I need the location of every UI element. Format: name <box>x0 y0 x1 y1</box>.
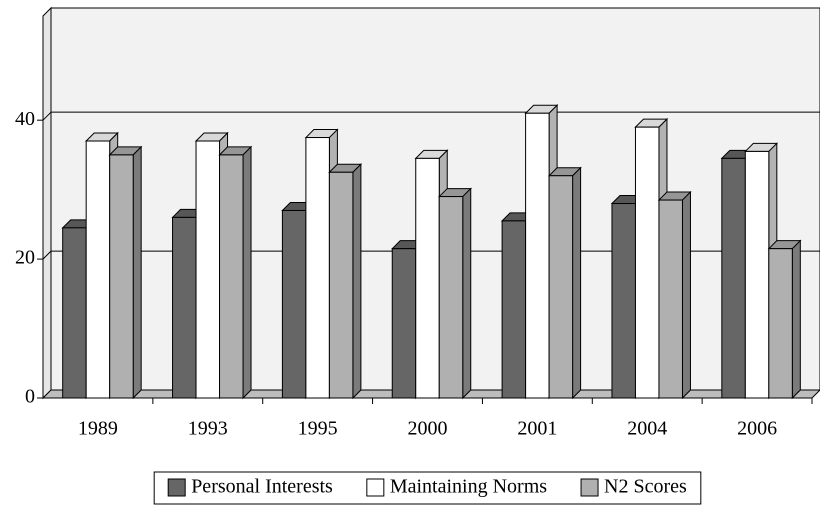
grid-line-side <box>42 111 52 121</box>
bar <box>62 227 87 399</box>
bar <box>501 220 527 399</box>
bar <box>525 112 550 399</box>
bar-side <box>462 187 472 400</box>
x-tick-label: 1993 <box>188 418 228 440</box>
bar <box>415 157 440 399</box>
bar-group <box>328 163 363 400</box>
bar <box>281 209 307 399</box>
legend: Personal Interests Maintaining Norms N2 Sc… <box>153 471 702 505</box>
bar-side <box>791 239 801 400</box>
bar <box>658 199 683 399</box>
legend-label: N2 Scores <box>604 476 687 498</box>
bar-group <box>767 239 802 400</box>
bar-side <box>132 145 142 400</box>
legend-label: Maintaining Norms <box>390 476 547 498</box>
bar-group <box>547 166 582 400</box>
bar <box>721 157 746 399</box>
bar-side <box>352 163 362 400</box>
y-tick-label: 40 <box>15 108 35 130</box>
bar <box>744 150 770 399</box>
legend-swatch <box>167 478 186 497</box>
bar <box>109 154 134 399</box>
bar <box>172 216 197 399</box>
bar <box>305 137 330 399</box>
legend-label: Personal Interests <box>191 476 333 498</box>
x-tick-label: 2000 <box>408 418 448 440</box>
grid-line-side <box>42 250 52 260</box>
y-tick-label: 0 <box>25 386 35 408</box>
bar-group <box>657 190 692 400</box>
bar <box>85 140 111 399</box>
bar <box>391 248 417 399</box>
x-tick-label: 2001 <box>517 418 557 440</box>
bar-side <box>572 166 582 400</box>
bar <box>634 126 660 399</box>
bar-group <box>218 145 253 400</box>
x-tick-label: 1995 <box>298 418 338 440</box>
bar-side <box>681 190 691 400</box>
x-tick-label: 2004 <box>627 418 667 440</box>
bar <box>548 175 574 399</box>
bar-group <box>108 145 143 400</box>
legend-swatch <box>580 478 599 497</box>
bar <box>611 203 636 399</box>
bar-group <box>438 187 472 400</box>
y-tick-label: 20 <box>15 247 35 269</box>
legend-box <box>153 471 702 505</box>
bar <box>328 171 354 399</box>
x-tick-label: 2006 <box>737 418 777 440</box>
x-tick-label: 1989 <box>78 418 118 440</box>
side-wall <box>42 6 52 400</box>
bar <box>219 154 244 399</box>
bar-side <box>242 145 252 400</box>
bar <box>195 140 221 399</box>
legend-swatch <box>366 478 385 497</box>
bar <box>768 248 793 399</box>
bar <box>438 196 464 399</box>
